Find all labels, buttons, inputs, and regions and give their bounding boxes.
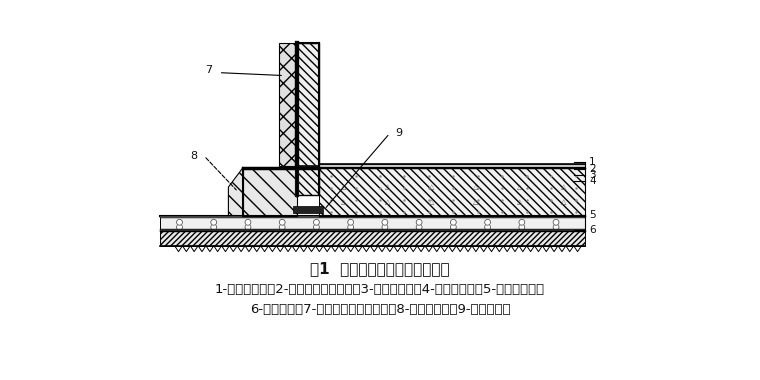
Circle shape	[519, 224, 524, 230]
Text: 2: 2	[589, 165, 596, 174]
Circle shape	[245, 224, 251, 230]
Circle shape	[313, 219, 319, 225]
Circle shape	[279, 224, 285, 230]
Text: △: △	[429, 184, 435, 190]
Text: 1-混凝土底板；2-细石混凝土保护层；3-涂膜防水层；4-砂浆找平层；5-混凝土帮层；: 1-混凝土底板；2-细石混凝土保护层；3-涂膜防水层；4-砂浆找平层；5-混凝土…	[215, 283, 545, 296]
Circle shape	[416, 224, 422, 230]
Text: 图1  地下室聚氨酯涂膜防水构造: 图1 地下室聚氨酯涂膜防水构造	[310, 261, 450, 276]
Circle shape	[416, 219, 422, 225]
Circle shape	[451, 224, 456, 230]
Polygon shape	[297, 43, 319, 195]
Text: 3: 3	[589, 170, 596, 180]
Circle shape	[382, 219, 388, 225]
Circle shape	[485, 224, 490, 230]
Text: △: △	[385, 199, 391, 205]
Text: 1: 1	[589, 157, 596, 167]
Text: △: △	[517, 199, 523, 205]
Text: △: △	[385, 184, 391, 190]
Circle shape	[176, 224, 182, 230]
Text: 6-素土夸实；7-挤塑聚苯乙烯泡沫板；8-砖砚模板墙；9-钓板止水带: 6-素土夸实；7-挤塑聚苯乙烯泡沫板；8-砖砚模板墙；9-钓板止水带	[250, 303, 510, 316]
Text: 9: 9	[396, 128, 403, 138]
Bar	[160, 216, 585, 218]
Bar	[160, 229, 585, 231]
Circle shape	[485, 219, 490, 225]
Text: △: △	[473, 184, 479, 190]
Circle shape	[553, 224, 559, 230]
Polygon shape	[229, 168, 243, 216]
Text: △: △	[341, 199, 347, 205]
Text: △: △	[429, 199, 435, 205]
Polygon shape	[160, 231, 585, 246]
Text: △: △	[473, 199, 479, 205]
Text: △: △	[561, 184, 566, 190]
Polygon shape	[243, 168, 297, 216]
Circle shape	[245, 219, 251, 225]
Circle shape	[382, 224, 388, 230]
Circle shape	[279, 219, 285, 225]
Text: 4: 4	[589, 176, 596, 186]
Circle shape	[211, 224, 217, 230]
Text: 8: 8	[190, 151, 197, 161]
Circle shape	[451, 219, 456, 225]
Polygon shape	[319, 168, 585, 216]
Circle shape	[176, 219, 182, 225]
Circle shape	[553, 219, 559, 225]
Bar	[319, 164, 585, 168]
Text: 6: 6	[589, 225, 596, 235]
Polygon shape	[279, 43, 295, 166]
Circle shape	[348, 224, 353, 230]
Text: △: △	[561, 199, 566, 205]
Bar	[160, 216, 585, 231]
Text: △: △	[341, 184, 347, 190]
Circle shape	[211, 219, 217, 225]
Text: 7: 7	[204, 65, 212, 75]
Bar	[293, 206, 323, 214]
Circle shape	[519, 219, 524, 225]
Circle shape	[313, 224, 319, 230]
Text: △: △	[517, 184, 523, 190]
Text: 5: 5	[589, 211, 596, 220]
Circle shape	[348, 219, 353, 225]
